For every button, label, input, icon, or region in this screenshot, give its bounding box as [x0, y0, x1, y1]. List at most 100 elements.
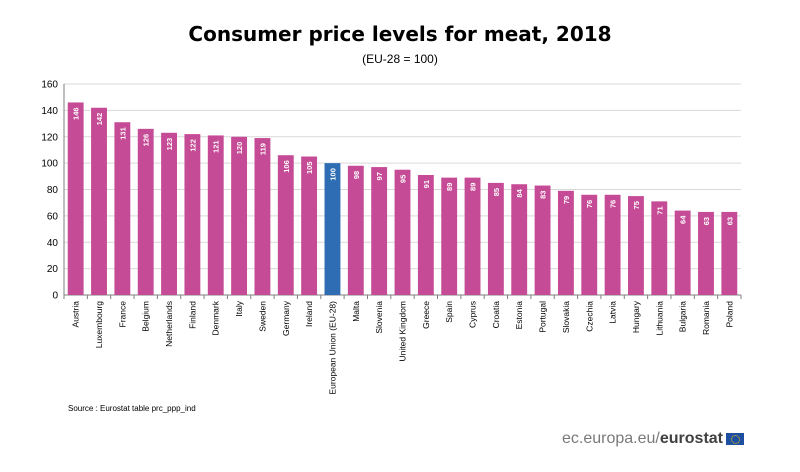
x-tick-label: United Kingdom [398, 301, 408, 361]
data-label: 79 [562, 196, 571, 204]
eu-flag-icon [726, 433, 744, 445]
y-tick-label: 40 [47, 238, 59, 249]
data-label: 91 [422, 180, 431, 188]
data-label: 105 [305, 162, 314, 175]
bar [137, 128, 154, 295]
x-tick-label: Latvia [608, 301, 618, 324]
x-tick-label: Czechia [584, 301, 594, 332]
x-tick-label: Luxembourg [94, 301, 104, 349]
y-tick-label: 80 [47, 185, 59, 196]
x-tick-label: Bulgaria [678, 301, 688, 332]
x-tick-label: Belgium [141, 301, 151, 332]
x-tick-label: Slovakia [561, 301, 571, 333]
x-tick-label: Spain [444, 301, 454, 323]
data-label: 121 [212, 140, 221, 153]
data-label: 83 [539, 191, 548, 199]
chart-subtitle: (EU-28 = 100) [362, 52, 438, 66]
bar [511, 184, 528, 295]
x-tick-label: Cyprus [468, 301, 478, 328]
x-tick-label: Romania [701, 301, 711, 335]
bar [557, 190, 574, 295]
y-tick-label: 140 [41, 106, 58, 117]
footer-domain: ec.europa.eu [562, 430, 656, 447]
data-label: 71 [655, 206, 664, 214]
bar [184, 134, 201, 295]
bar [91, 107, 107, 295]
bar [324, 163, 341, 295]
bar [254, 138, 271, 295]
x-tick-label: Greece [421, 301, 431, 329]
bar [651, 201, 668, 295]
data-label: 106 [282, 160, 291, 173]
y-tick-label: 160 [41, 80, 58, 91]
data-label: 100 [328, 168, 337, 181]
bar [371, 167, 388, 295]
data-label: 120 [235, 142, 244, 155]
x-tick-label: Denmark [211, 300, 221, 335]
bar [417, 174, 434, 295]
data-label: 126 [142, 134, 151, 147]
footer-brand: eurostat [659, 430, 723, 447]
data-label: 119 [258, 143, 267, 155]
x-tick-label: Estonia [514, 301, 524, 330]
bar [347, 165, 364, 295]
x-tick-label: France [117, 301, 127, 328]
data-label: 75 [632, 201, 641, 209]
y-tick-label: 60 [47, 211, 59, 222]
y-tick-label: 20 [47, 264, 59, 275]
bar [674, 210, 691, 295]
x-tick-label: European Union (EU-28) [327, 301, 337, 395]
data-label: 146 [72, 107, 81, 120]
x-tick-label: Italy [234, 300, 244, 316]
footer-separator: / [655, 430, 660, 447]
data-label: 89 [445, 183, 454, 191]
data-label: 95 [399, 175, 408, 183]
bar [207, 135, 224, 295]
bar [604, 194, 621, 295]
bar [581, 194, 598, 295]
bar [721, 211, 738, 295]
data-label: 131 [118, 127, 127, 140]
bar [277, 155, 294, 295]
bar [231, 136, 248, 295]
data-label: 97 [375, 172, 384, 180]
y-tick-label: 120 [41, 132, 58, 143]
data-label: 76 [609, 200, 618, 208]
x-tick-label: Netherlands [164, 301, 174, 347]
data-label: 64 [679, 215, 688, 224]
x-tick-label: Croatia [491, 301, 501, 329]
x-tick-label: Sweden [257, 301, 267, 332]
y-tick-label: 0 [52, 291, 58, 302]
data-label: 63 [702, 217, 711, 225]
x-tick-label: Slovenia [374, 301, 384, 334]
y-tick-label: 100 [41, 159, 58, 170]
x-tick-label: Portugal [538, 301, 548, 333]
data-label: 84 [515, 188, 524, 197]
data-label: 122 [188, 139, 197, 152]
bar [698, 211, 714, 295]
x-tick-label: Poland [724, 301, 734, 328]
bar [161, 132, 177, 295]
bar [464, 177, 481, 295]
x-tick-label: Hungary [631, 300, 641, 333]
data-label: 63 [725, 217, 734, 225]
data-label: 76 [585, 200, 594, 208]
data-label: 98 [352, 171, 361, 179]
bar [628, 196, 644, 295]
bar [301, 156, 318, 295]
x-tick-label: Malta [351, 301, 361, 322]
data-label: 85 [492, 188, 501, 196]
data-label: 142 [95, 113, 104, 126]
chart-title: Consumer price levels for meat, 2018 [188, 22, 612, 46]
bar [534, 185, 551, 295]
bar [441, 177, 458, 295]
x-tick-label: Germany [281, 300, 291, 336]
bar [114, 122, 131, 296]
bar [394, 169, 411, 295]
x-tick-label: Austria [71, 301, 81, 328]
x-tick-label: Finland [187, 301, 197, 329]
x-tick-label: Ireland [304, 301, 314, 327]
bar [67, 102, 84, 296]
data-label: 123 [165, 138, 174, 151]
